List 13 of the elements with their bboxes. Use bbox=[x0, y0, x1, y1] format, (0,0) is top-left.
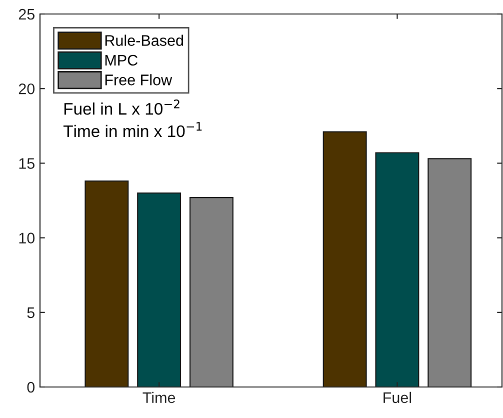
y-tick-label: 10 bbox=[19, 232, 35, 244]
x-tick-label: Fuel bbox=[384, 392, 412, 404]
legend-label: Free Flow bbox=[105, 74, 172, 86]
legend-label: Rule-Based bbox=[105, 34, 184, 46]
annotation: Fuel in L x 10$^{−2}$ bbox=[64, 100, 180, 115]
y-tick-label: 25 bbox=[18, 8, 34, 20]
annotation: Time in min x 10$^{−1}$ bbox=[63, 122, 202, 138]
y-tick-label: 5 bbox=[27, 307, 34, 318]
x-tick-label: Time bbox=[142, 392, 176, 404]
y-tick-label: 15 bbox=[19, 158, 34, 169]
y-tick-label: 0 bbox=[27, 382, 35, 393]
y-tick-label: 20 bbox=[18, 83, 35, 94]
legend-label: MPC bbox=[105, 54, 138, 66]
